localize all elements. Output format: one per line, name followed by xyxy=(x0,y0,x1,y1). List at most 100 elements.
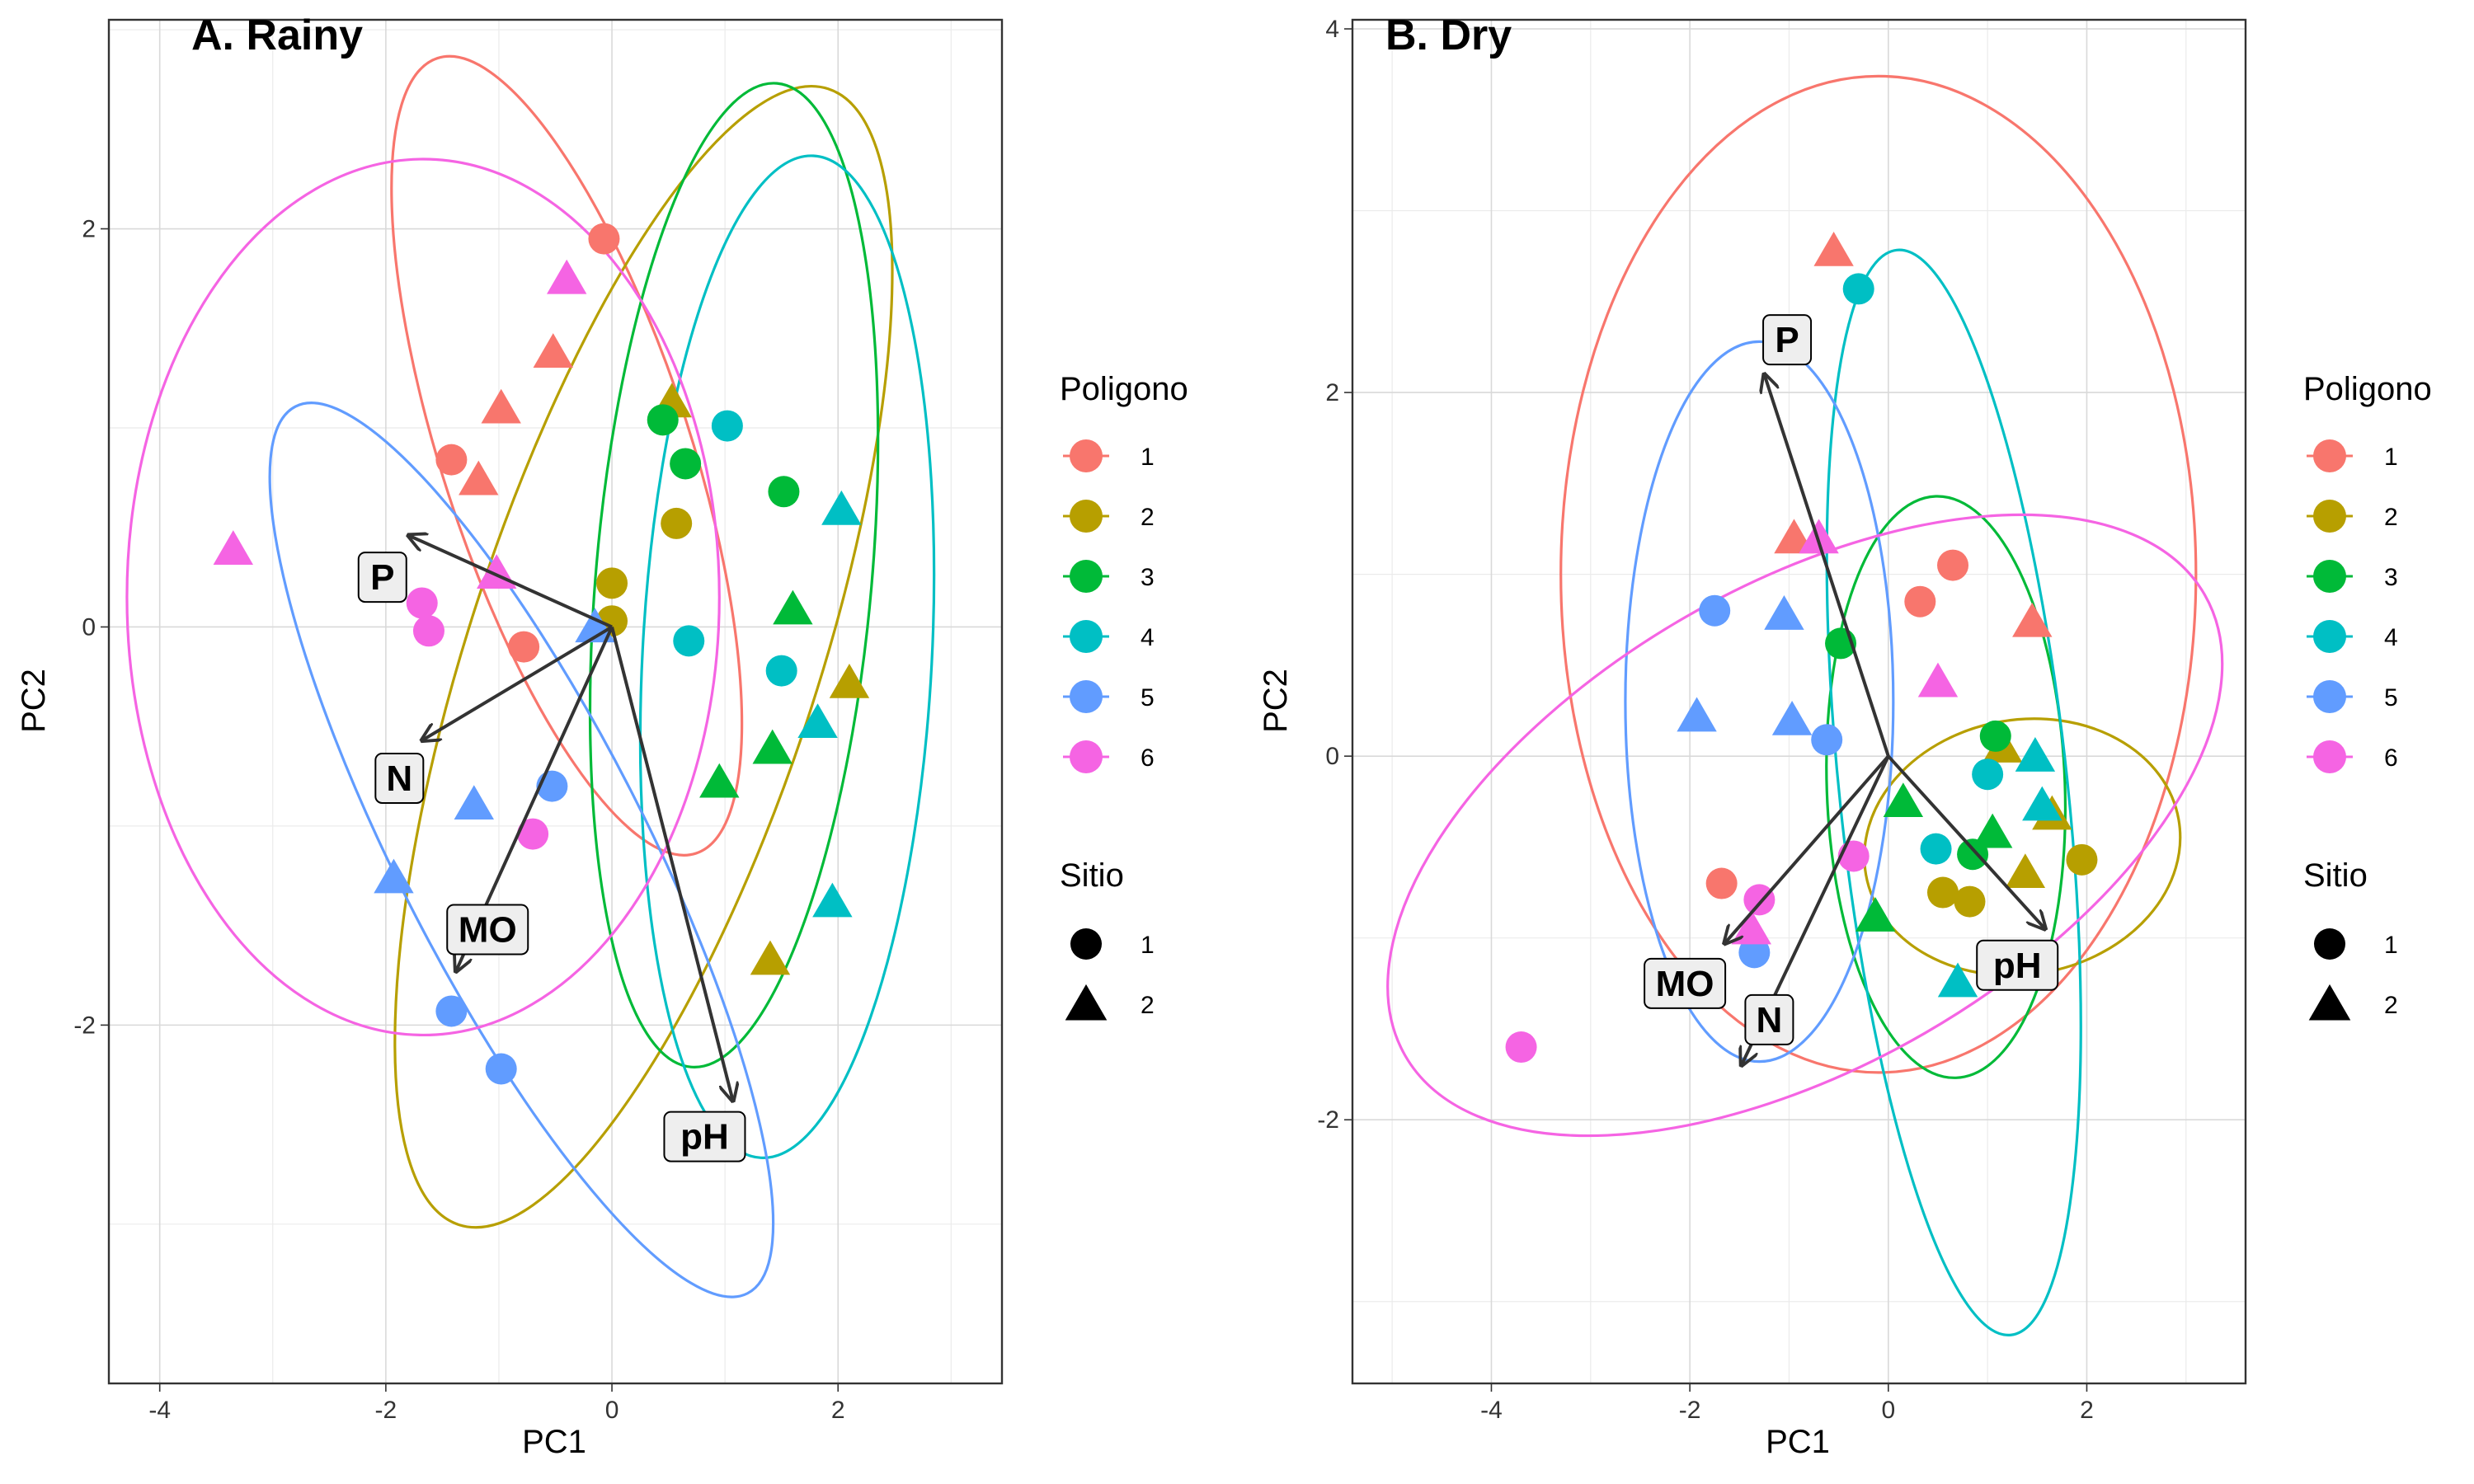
point-poligono-1-sitio-2 xyxy=(459,460,499,495)
point-poligono-1-sitio-1 xyxy=(1705,867,1738,899)
point-poligono-4-sitio-1 xyxy=(711,410,743,442)
point-poligono-6-sitio-1 xyxy=(1743,884,1776,916)
x-tick-label: 2 xyxy=(831,1397,845,1424)
legend-key-poligono-6 xyxy=(1063,740,1109,773)
legend-label-poligono: 5 xyxy=(1141,684,1155,711)
point-poligono-1-sitio-1 xyxy=(1937,549,1969,581)
y-tick-label: 0 xyxy=(1325,743,1339,770)
point-poligono-5-sitio-1 xyxy=(1699,594,1731,627)
loading-label-box xyxy=(357,552,407,603)
point-poligono-1-sitio-2 xyxy=(533,333,573,368)
point-poligono-3-sitio-2 xyxy=(752,729,793,764)
point-poligono-1-sitio-1 xyxy=(508,631,540,663)
point-poligono-2-sitio-1 xyxy=(596,567,628,599)
loading-arrow-p xyxy=(408,535,613,629)
legend-key-sitio-1 xyxy=(1070,928,1102,960)
point-poligono-1-sitio-2 xyxy=(481,388,521,424)
plot-content: P MO NpH xyxy=(1386,74,2224,1337)
point-poligono-4-sitio-1 xyxy=(765,655,797,687)
plot-content: P N MO pH xyxy=(125,54,936,1298)
point-poligono-3-sitio-2 xyxy=(1972,813,2013,848)
panel-border xyxy=(107,18,1004,1385)
legend-label-poligono: 5 xyxy=(2384,684,2398,711)
point-poligono-2-sitio-2 xyxy=(829,663,870,698)
y-tick-label: -2 xyxy=(1317,1106,1339,1134)
point-poligono-3-sitio-1 xyxy=(647,404,679,436)
loading-arrow-ph xyxy=(610,626,733,1101)
loading-label-mo: MO xyxy=(459,909,517,950)
loading-label-n: N xyxy=(1757,1000,1783,1040)
plot-area: -4 -2 0 2 -2 0 2 P N MO pH xyxy=(73,18,1004,1424)
point-poligono-5-sitio-2 xyxy=(374,858,414,894)
loading-label-p: P xyxy=(1775,320,1799,360)
legend-key-sitio-1 xyxy=(2314,928,2345,960)
legend-label-poligono: 4 xyxy=(2384,624,2398,651)
legend-key-poligono-3 xyxy=(2307,560,2353,593)
y-tick-label: -2 xyxy=(73,1012,96,1039)
legend-key-sitio-2 xyxy=(2308,984,2351,1021)
legend-key-poligono-4 xyxy=(1063,620,1109,653)
x-tick-label: -4 xyxy=(148,1397,171,1424)
x-tick-label: 0 xyxy=(605,1397,619,1424)
loading-arrow-ph xyxy=(1887,754,2045,929)
ellipse-poligono-6 xyxy=(1386,513,2224,1138)
legend-key-poligono-3 xyxy=(1063,560,1109,593)
legend-key-poligono-2 xyxy=(1063,500,1109,533)
x-axis-title: PC1 xyxy=(522,1424,586,1460)
y-tick-label: 2 xyxy=(82,216,96,243)
point-poligono-6-sitio-1 xyxy=(412,615,444,647)
panel-rainy: -4 -2 0 2 -2 0 2 P N MO pH A. Rainy PC1 PC2 xyxy=(16,12,1004,1460)
ellipse-poligono-1 xyxy=(1559,74,2198,1074)
y-axis-title: PC2 xyxy=(1258,669,1294,733)
panel-title: B. Dry xyxy=(1385,12,1512,59)
legend-key-sitio-2 xyxy=(1065,984,1108,1021)
loading-label-box xyxy=(1744,993,1794,1045)
loading-label-ph: pH xyxy=(1993,946,2042,986)
legend-title-poligono: Poligono xyxy=(1060,371,1188,407)
legend-label-poligono: 2 xyxy=(2384,504,2398,531)
legend-label-poligono: 6 xyxy=(1141,744,1155,772)
loading-arrow-n xyxy=(422,625,614,740)
point-poligono-4-sitio-1 xyxy=(1920,833,1952,865)
point-poligono-3-sitio-2 xyxy=(699,763,740,798)
loading-label-box xyxy=(1644,957,1727,1009)
loading-label-box xyxy=(663,1111,746,1162)
point-poligono-4-sitio-2 xyxy=(821,490,862,525)
loading-label-box xyxy=(1762,314,1813,366)
legend-rainy: Poligono Sitio 1 2 3 4 5 6 1 2 xyxy=(1060,371,1188,1021)
panel-border xyxy=(1351,18,2247,1385)
ellipse-poligono-6 xyxy=(125,157,721,1037)
legend-label-poligono: 1 xyxy=(1141,444,1155,471)
point-poligono-4-sitio-1 xyxy=(1842,273,1874,305)
point-poligono-5-sitio-2 xyxy=(454,785,494,820)
point-poligono-3-sitio-2 xyxy=(773,589,813,625)
point-poligono-6-sitio-1 xyxy=(517,818,549,850)
x-tick-label: -4 xyxy=(1480,1397,1503,1424)
x-tick-label: -2 xyxy=(1679,1397,1701,1424)
x-tick-label: 0 xyxy=(1881,1397,1895,1424)
point-poligono-4-sitio-2 xyxy=(1937,962,1978,998)
legend-label-poligono: 4 xyxy=(1141,624,1155,651)
legend-title-sitio: Sitio xyxy=(2303,857,2368,894)
y-tick-label: 0 xyxy=(82,613,96,641)
loading-label-mo: MO xyxy=(1656,964,1714,1004)
legend-label-sitio: 2 xyxy=(2384,992,2398,1019)
ellipse-poligono-5 xyxy=(1624,340,1895,1064)
legend-key-poligono-5 xyxy=(1063,680,1109,713)
point-poligono-6-sitio-2 xyxy=(477,554,517,589)
loading-label-box xyxy=(446,904,529,956)
point-poligono-4-sitio-2 xyxy=(2015,737,2056,772)
x-tick-label: 2 xyxy=(2080,1397,2094,1424)
point-poligono-5-sitio-2 xyxy=(1677,697,1717,732)
point-poligono-1-sitio-1 xyxy=(435,444,468,476)
y-axis-title: PC2 xyxy=(16,669,52,733)
loading-label-n: N xyxy=(386,758,412,799)
loading-label-box xyxy=(374,752,425,804)
legend-label-sitio: 2 xyxy=(1141,992,1155,1019)
point-poligono-5-sitio-2 xyxy=(1771,700,1813,735)
point-poligono-1-sitio-1 xyxy=(1904,585,1936,618)
legend-label-poligono: 6 xyxy=(2384,744,2398,772)
point-poligono-5-sitio-1 xyxy=(485,1053,517,1085)
point-poligono-6-sitio-2 xyxy=(547,259,587,294)
